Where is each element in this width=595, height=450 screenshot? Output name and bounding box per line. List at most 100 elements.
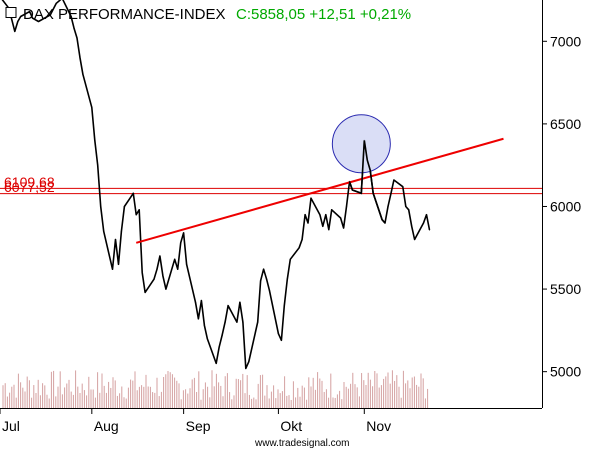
y-tick-label: 6000 <box>550 198 581 214</box>
price-point <box>138 209 140 211</box>
price-point <box>387 205 389 208</box>
price-peak <box>348 140 386 224</box>
price-point <box>411 225 413 227</box>
price-point <box>37 20 40 23</box>
price-point <box>283 304 285 307</box>
price-point <box>262 268 265 270</box>
price-point <box>242 321 244 323</box>
price-point <box>180 242 182 244</box>
price-point <box>310 197 312 199</box>
price-point <box>183 232 185 234</box>
price-point <box>236 321 238 323</box>
x-tick-label: Jul <box>2 418 20 434</box>
price-point <box>70 15 72 18</box>
price-point <box>79 57 81 59</box>
credit-text: www.tradesignal.com <box>254 438 349 449</box>
price-point <box>94 139 96 142</box>
y-tick-label: 6500 <box>550 116 581 132</box>
price-point <box>153 278 155 280</box>
price-point <box>428 229 431 231</box>
price-point <box>174 258 176 260</box>
price-point <box>277 333 280 335</box>
price-point <box>103 230 105 232</box>
volume-bars <box>2 370 429 408</box>
price-point <box>162 275 164 277</box>
price-point <box>265 278 268 280</box>
square-box-icon[interactable] <box>5 7 17 18</box>
price-point <box>345 205 348 208</box>
price-point <box>221 334 223 336</box>
y-tick-label: 7000 <box>550 33 581 49</box>
price-point <box>200 300 202 302</box>
price-point <box>257 321 259 323</box>
price-point <box>260 280 262 282</box>
trendline-layer <box>135 137 504 244</box>
price-point <box>73 27 75 29</box>
x-tick-label: Nov <box>366 418 391 434</box>
price-point <box>82 73 84 75</box>
price-point <box>132 192 134 194</box>
price-point <box>97 164 99 166</box>
price-point <box>328 229 330 231</box>
price-point <box>17 20 19 23</box>
price-point <box>49 14 51 16</box>
price-point <box>408 209 410 211</box>
y-tick-label: 5500 <box>550 281 581 297</box>
price-point <box>402 186 404 188</box>
price-point <box>206 338 208 340</box>
price-point <box>215 362 217 365</box>
price-point <box>325 214 327 216</box>
price-point <box>165 288 167 290</box>
price-point <box>307 222 309 224</box>
price-point <box>111 268 114 270</box>
price-line <box>1 0 431 370</box>
price-point <box>425 214 428 216</box>
price-point <box>91 106 93 108</box>
price-point <box>248 361 250 363</box>
price-point <box>31 17 34 19</box>
level-label-1: 6109,68 <box>4 174 55 190</box>
x-tick-label: Sep <box>186 418 211 434</box>
price-point <box>342 227 345 229</box>
x-tick-label: Okt <box>280 418 302 434</box>
price-point <box>185 263 188 265</box>
highlight-layer <box>331 114 391 224</box>
price-point <box>390 192 392 194</box>
level-label-2: 6077,52 <box>4 179 55 195</box>
price-point <box>245 367 247 369</box>
price-point <box>224 321 226 323</box>
price-point <box>197 318 200 320</box>
price-point <box>29 10 31 13</box>
price-point <box>100 205 102 208</box>
axes: 5000 5500 6000 6500 7000 Jul Aug Sep Okt Nov <box>0 0 581 434</box>
price-point <box>286 278 288 280</box>
y-tick-label: 5000 <box>550 364 581 380</box>
price-point <box>159 255 161 257</box>
price-point <box>203 324 205 327</box>
price-point <box>280 339 282 341</box>
price-point <box>422 222 425 224</box>
price-point <box>177 268 179 270</box>
price-point <box>135 214 137 216</box>
trendline <box>135 137 504 244</box>
price-point <box>227 304 229 307</box>
price-point <box>289 258 291 260</box>
price-point <box>194 301 197 303</box>
price-point <box>76 37 78 39</box>
price-point <box>120 230 123 232</box>
index-name: DAX PERFORMANCE-INDEX <box>23 6 226 23</box>
price-point <box>144 291 146 293</box>
highlight-circle <box>331 114 391 174</box>
price-point <box>20 15 22 18</box>
price-point <box>322 225 324 227</box>
index-quote: C:5858,05 +12,51 +0,21% <box>236 6 411 23</box>
price-point <box>141 271 143 274</box>
price-point <box>414 238 416 241</box>
price-point <box>114 238 117 241</box>
price-point <box>156 268 158 270</box>
price-point <box>268 290 271 292</box>
price-point <box>331 209 333 211</box>
price-point <box>117 263 120 265</box>
